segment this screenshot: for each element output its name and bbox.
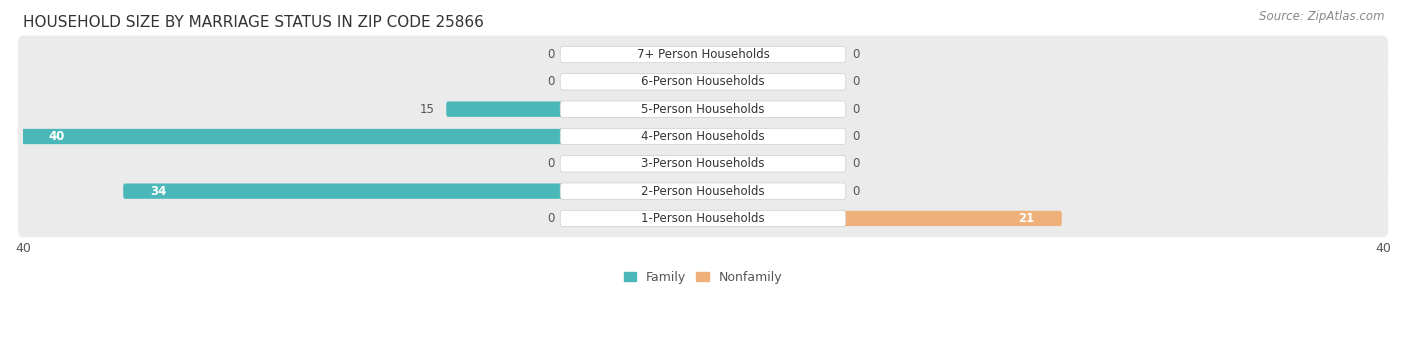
Text: 4-Person Households: 4-Person Households: [641, 130, 765, 143]
Text: 0: 0: [547, 48, 554, 61]
FancyBboxPatch shape: [446, 102, 704, 117]
Text: 2-Person Households: 2-Person Households: [641, 184, 765, 198]
FancyBboxPatch shape: [560, 128, 846, 145]
Text: 0: 0: [547, 212, 554, 225]
FancyBboxPatch shape: [18, 118, 1388, 155]
FancyBboxPatch shape: [21, 129, 704, 144]
FancyBboxPatch shape: [560, 183, 846, 199]
Text: 0: 0: [852, 75, 859, 88]
Text: Source: ZipAtlas.com: Source: ZipAtlas.com: [1260, 10, 1385, 23]
Legend: Family, Nonfamily: Family, Nonfamily: [624, 271, 782, 284]
FancyBboxPatch shape: [18, 145, 1388, 183]
FancyBboxPatch shape: [560, 101, 846, 117]
Text: 7+ Person Households: 7+ Person Households: [637, 48, 769, 61]
Text: 5-Person Households: 5-Person Households: [641, 103, 765, 116]
FancyBboxPatch shape: [560, 155, 846, 172]
Text: 0: 0: [852, 130, 859, 143]
Text: 0: 0: [547, 75, 554, 88]
Text: 0: 0: [852, 48, 859, 61]
Text: 0: 0: [547, 157, 554, 170]
FancyBboxPatch shape: [18, 36, 1388, 73]
FancyBboxPatch shape: [18, 172, 1388, 210]
Text: 1-Person Households: 1-Person Households: [641, 212, 765, 225]
FancyBboxPatch shape: [560, 210, 846, 227]
Text: HOUSEHOLD SIZE BY MARRIAGE STATUS IN ZIP CODE 25866: HOUSEHOLD SIZE BY MARRIAGE STATUS IN ZIP…: [22, 15, 484, 30]
Text: 6-Person Households: 6-Person Households: [641, 75, 765, 88]
FancyBboxPatch shape: [18, 90, 1388, 128]
FancyBboxPatch shape: [124, 183, 704, 199]
FancyBboxPatch shape: [560, 46, 846, 63]
Text: 0: 0: [852, 157, 859, 170]
FancyBboxPatch shape: [702, 211, 1062, 226]
FancyBboxPatch shape: [18, 63, 1388, 101]
Text: 15: 15: [419, 103, 434, 116]
Text: 34: 34: [150, 184, 167, 198]
Text: 3-Person Households: 3-Person Households: [641, 157, 765, 170]
FancyBboxPatch shape: [18, 199, 1388, 237]
Text: 0: 0: [852, 103, 859, 116]
Text: 0: 0: [852, 184, 859, 198]
Text: 21: 21: [1018, 212, 1035, 225]
Text: 40: 40: [48, 130, 65, 143]
FancyBboxPatch shape: [560, 74, 846, 90]
